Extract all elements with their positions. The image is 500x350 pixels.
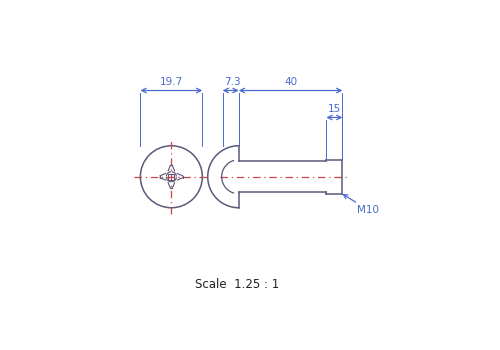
Text: 40: 40: [284, 77, 297, 87]
Text: 19.7: 19.7: [160, 77, 183, 87]
Text: M10: M10: [344, 195, 380, 215]
Text: 15: 15: [328, 104, 341, 114]
Text: Scale  1.25 : 1: Scale 1.25 : 1: [196, 278, 280, 291]
Text: 7.3: 7.3: [224, 77, 240, 87]
